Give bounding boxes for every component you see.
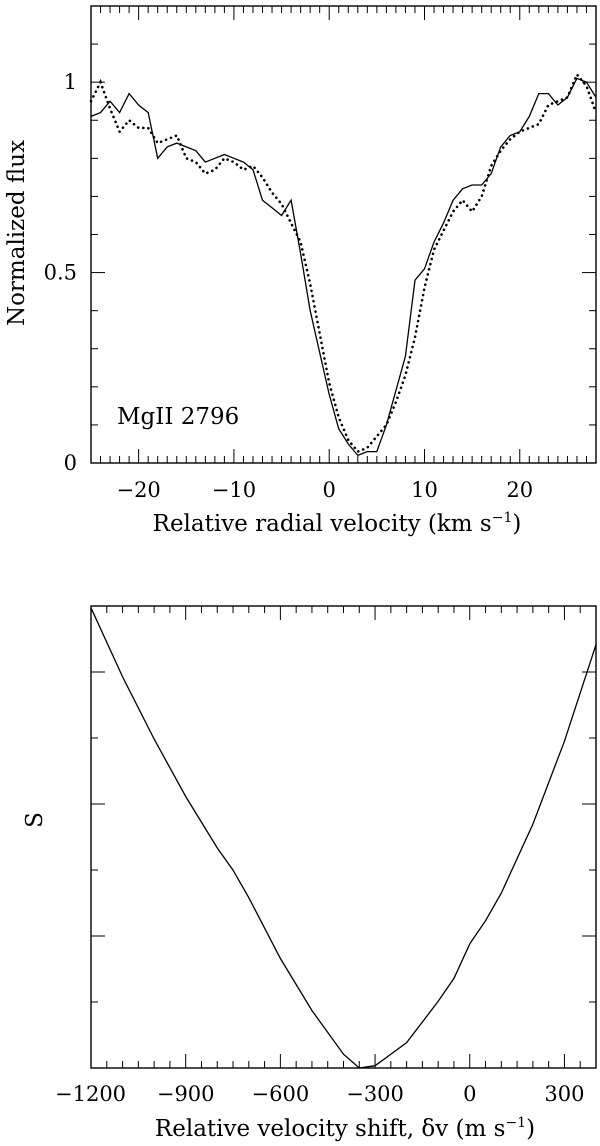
flux-y-axis-label: Normalized flux bbox=[4, 140, 30, 326]
flux-series-dotted bbox=[89, 72, 598, 454]
shift-x-axis-label: Relative velocity shift, δv (m s−1) bbox=[155, 1115, 535, 1142]
shift-x-tick-label: −900 bbox=[157, 1082, 215, 1106]
shift-panel: −1200 −900 −600 −300 0 300 Relative velocity … bbox=[22, 605, 597, 1142]
flux-x-tick-label: 20 bbox=[506, 478, 533, 502]
shift-x-tick-label: −600 bbox=[252, 1082, 310, 1106]
flux-y-tick-label: 1 bbox=[64, 70, 77, 94]
flux-x-tick-label: 10 bbox=[411, 478, 438, 502]
shift-axis-ticks bbox=[90, 605, 597, 1069]
flux-x-tick-label: 0 bbox=[323, 478, 336, 502]
flux-y-tick-label: 0 bbox=[64, 451, 77, 475]
s-statistic-curve bbox=[90, 607, 597, 1069]
flux-y-tick-labels: 00.51 bbox=[44, 70, 77, 475]
flux-x-tick-label: −10 bbox=[212, 478, 256, 502]
flux-x-tick-labels: −20 −10 0 10 20 bbox=[116, 478, 533, 502]
flux-series-solid bbox=[90, 77, 597, 457]
ion-line-annotation: MgII 2796 bbox=[117, 404, 239, 430]
shift-x-tick-label: 300 bbox=[544, 1082, 584, 1106]
flux-y-tick-label: 0.5 bbox=[44, 261, 77, 285]
shift-x-tick-label: −300 bbox=[346, 1082, 404, 1106]
flux-x-axis-label: Relative radial velocity (km s−1) bbox=[153, 510, 522, 537]
shift-y-axis-label: S bbox=[22, 812, 48, 828]
flux-x-tick-label: −20 bbox=[116, 478, 160, 502]
flux-plot-frame bbox=[90, 5, 597, 464]
shift-x-tick-label: −1200 bbox=[55, 1082, 126, 1106]
shift-plot-frame bbox=[90, 605, 597, 1069]
shift-x-tick-label: 0 bbox=[463, 1082, 476, 1106]
flux-panel: −20 −10 0 10 20 00.51 MgII 2796 Relative rad… bbox=[4, 5, 598, 537]
flux-axis-ticks bbox=[90, 5, 597, 464]
shift-x-tick-labels: −1200 −900 −600 −300 0 300 bbox=[55, 1082, 584, 1106]
